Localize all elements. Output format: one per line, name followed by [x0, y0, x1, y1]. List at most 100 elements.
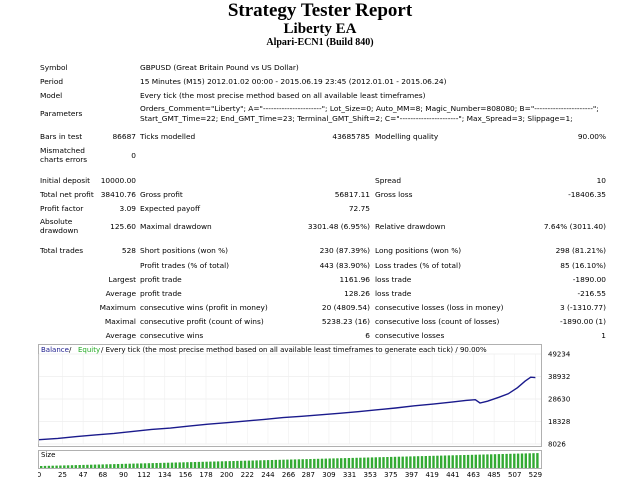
size-bar — [90, 464, 93, 468]
parameters-label: Parameters — [40, 109, 83, 118]
size-bar — [120, 463, 124, 468]
size-bar — [128, 463, 131, 468]
size-bar — [520, 453, 524, 468]
maximum-label: Maximum — [99, 303, 136, 312]
average-profit-value: 128.26 — [344, 289, 370, 298]
size-bar — [228, 461, 231, 468]
maximal-profit-label: consecutive profit (count of wins) — [140, 317, 264, 326]
x-tick-label: 68 — [98, 471, 107, 479]
short-positions-label: Short positions (won %) — [140, 246, 229, 255]
x-tick-label: 485 — [487, 471, 500, 479]
size-bar — [355, 457, 358, 468]
size-bar — [486, 454, 489, 468]
balance-series-line — [38, 376, 536, 441]
size-bar — [386, 457, 389, 468]
size-bar — [132, 463, 135, 468]
largest-label: Largest — [108, 275, 136, 284]
size-bar — [428, 455, 431, 468]
size-bar — [170, 462, 174, 468]
size-bar — [509, 453, 512, 468]
x-tick-label: 287 — [302, 471, 315, 479]
size-bar — [278, 459, 281, 468]
size-bar — [143, 463, 147, 468]
initial-deposit-value: 10000.00 — [100, 176, 136, 185]
size-bar — [524, 453, 527, 468]
size-bar — [124, 463, 127, 468]
size-bar — [186, 462, 189, 468]
rel-drawdown-value: 7.64% (3011.40) — [543, 222, 606, 231]
spread-value: 10 — [596, 176, 606, 185]
size-bar — [474, 454, 477, 468]
size-bar — [513, 453, 516, 468]
quality-label: Modelling quality — [375, 132, 439, 141]
period-label: Period — [40, 77, 64, 86]
size-bar — [332, 458, 335, 468]
x-tick-label: 529 — [529, 471, 542, 479]
size-bar — [501, 454, 504, 468]
size-bar — [343, 458, 347, 468]
size-bar — [436, 455, 439, 468]
size-bar — [286, 459, 289, 468]
abs-drawdown-label-1: Absolute — [40, 217, 73, 226]
x-tick-label: 463 — [467, 471, 480, 479]
size-bar — [440, 455, 443, 468]
x-tick-label: 419 — [425, 471, 438, 479]
y-axis-ticks: 49234 38932 28630 18328 8026 — [548, 351, 571, 449]
size-bar — [320, 458, 324, 468]
size-bar — [259, 460, 262, 468]
size-bar — [466, 454, 470, 468]
loss-trades-label: Loss trades (% of total) — [375, 261, 461, 270]
largest-profit-label: profit trade — [140, 275, 182, 284]
size-bar — [105, 464, 108, 468]
ticks-value: 43685785 — [332, 132, 370, 141]
size-label: Size — [41, 451, 55, 459]
parameters-line1: Orders_Comment="Liberty"; A="-----------… — [140, 104, 599, 113]
size-bar — [243, 460, 247, 468]
y-tick-label: 38932 — [548, 373, 570, 381]
legend-balance: Balance — [41, 346, 69, 354]
profit-trades-value: 443 (83.90%) — [319, 261, 370, 270]
legend-equity: Equity — [78, 346, 100, 354]
size-bar — [86, 464, 89, 468]
size-bar — [266, 460, 270, 468]
spread-label: Spread — [375, 176, 402, 185]
size-bar — [174, 462, 177, 468]
size-bar — [197, 461, 201, 468]
size-bar — [290, 459, 293, 468]
average-loss-value: -216.55 — [577, 289, 606, 298]
max-cons-wins-value: 20 (4809.54) — [321, 303, 370, 312]
size-bar — [316, 458, 320, 468]
net-profit-value: 38410.76 — [100, 190, 136, 199]
largest-loss-label: loss trade — [375, 275, 412, 284]
model-label: Model — [40, 91, 63, 100]
x-tick-label: 156 — [179, 471, 193, 479]
parameters-line2: Start_GMT_Time=22; End_GMT_Time=23; Term… — [140, 114, 573, 123]
size-bar — [166, 462, 170, 468]
legend-separator: / — [69, 346, 72, 354]
max-cons-losses-value: 3 (-1310.77) — [559, 303, 606, 312]
net-profit-label: Total net profit — [40, 190, 94, 199]
size-bar — [455, 455, 458, 468]
maximal-label: Maximal — [104, 317, 136, 326]
x-tick-label: 441 — [446, 471, 459, 479]
size-bar — [220, 461, 224, 468]
legend-description: / Every tick (the most precise method ba… — [101, 346, 487, 354]
x-tick-label: 222 — [241, 471, 254, 479]
size-bar — [432, 455, 435, 468]
size-bar — [109, 464, 112, 468]
size-bar — [55, 465, 58, 468]
size-bar — [351, 457, 354, 468]
size-bar — [78, 465, 81, 468]
profit-factor-value: 3.09 — [119, 204, 136, 213]
profit-trades-label: Profit trades (% of total) — [140, 261, 230, 270]
mismatched-label-1: Mismatched — [40, 146, 85, 155]
size-bar — [236, 460, 239, 468]
size-bar — [163, 462, 166, 468]
size-bar — [297, 459, 301, 468]
size-bar — [116, 464, 120, 468]
size-bar — [93, 464, 97, 468]
size-bar — [136, 463, 139, 468]
size-bar — [113, 464, 116, 468]
size-bar — [251, 460, 254, 468]
size-bar — [190, 462, 193, 468]
